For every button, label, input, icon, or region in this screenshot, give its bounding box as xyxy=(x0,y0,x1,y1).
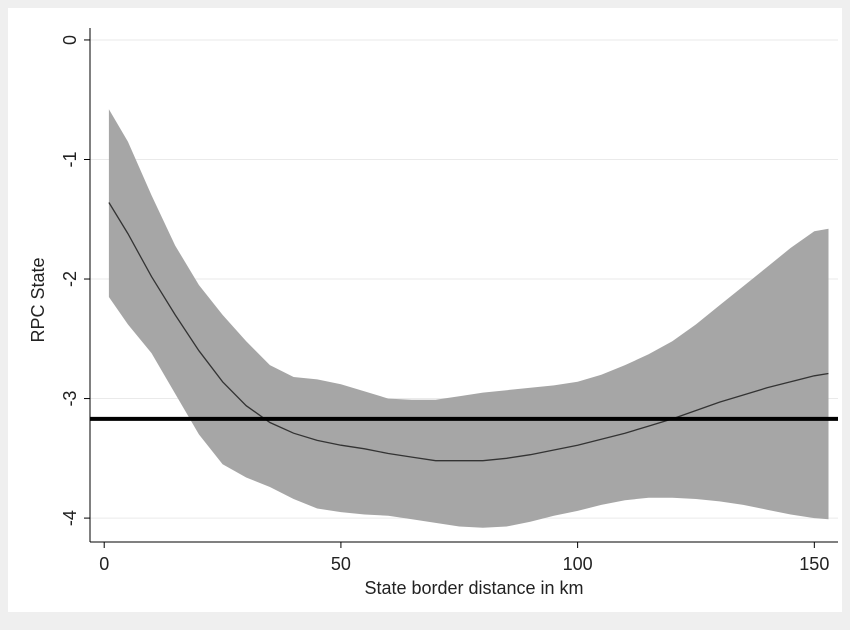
confidence-band xyxy=(108,109,829,528)
y-tick-label: 0 xyxy=(60,35,80,45)
y-tick-label: -2 xyxy=(60,271,80,287)
x-axis-title: State border distance in km xyxy=(364,578,583,598)
y-tick-label: -1 xyxy=(60,151,80,167)
y-tick-label: -4 xyxy=(60,510,80,526)
fitted-line xyxy=(108,202,829,462)
x-tick-label: 100 xyxy=(563,554,593,574)
x-tick-label: 50 xyxy=(331,554,351,574)
y-tick-label: -3 xyxy=(60,391,80,407)
x-tick-label: 0 xyxy=(99,554,109,574)
y-axis-title: RPC State xyxy=(28,257,48,342)
x-tick-label: 150 xyxy=(799,554,829,574)
